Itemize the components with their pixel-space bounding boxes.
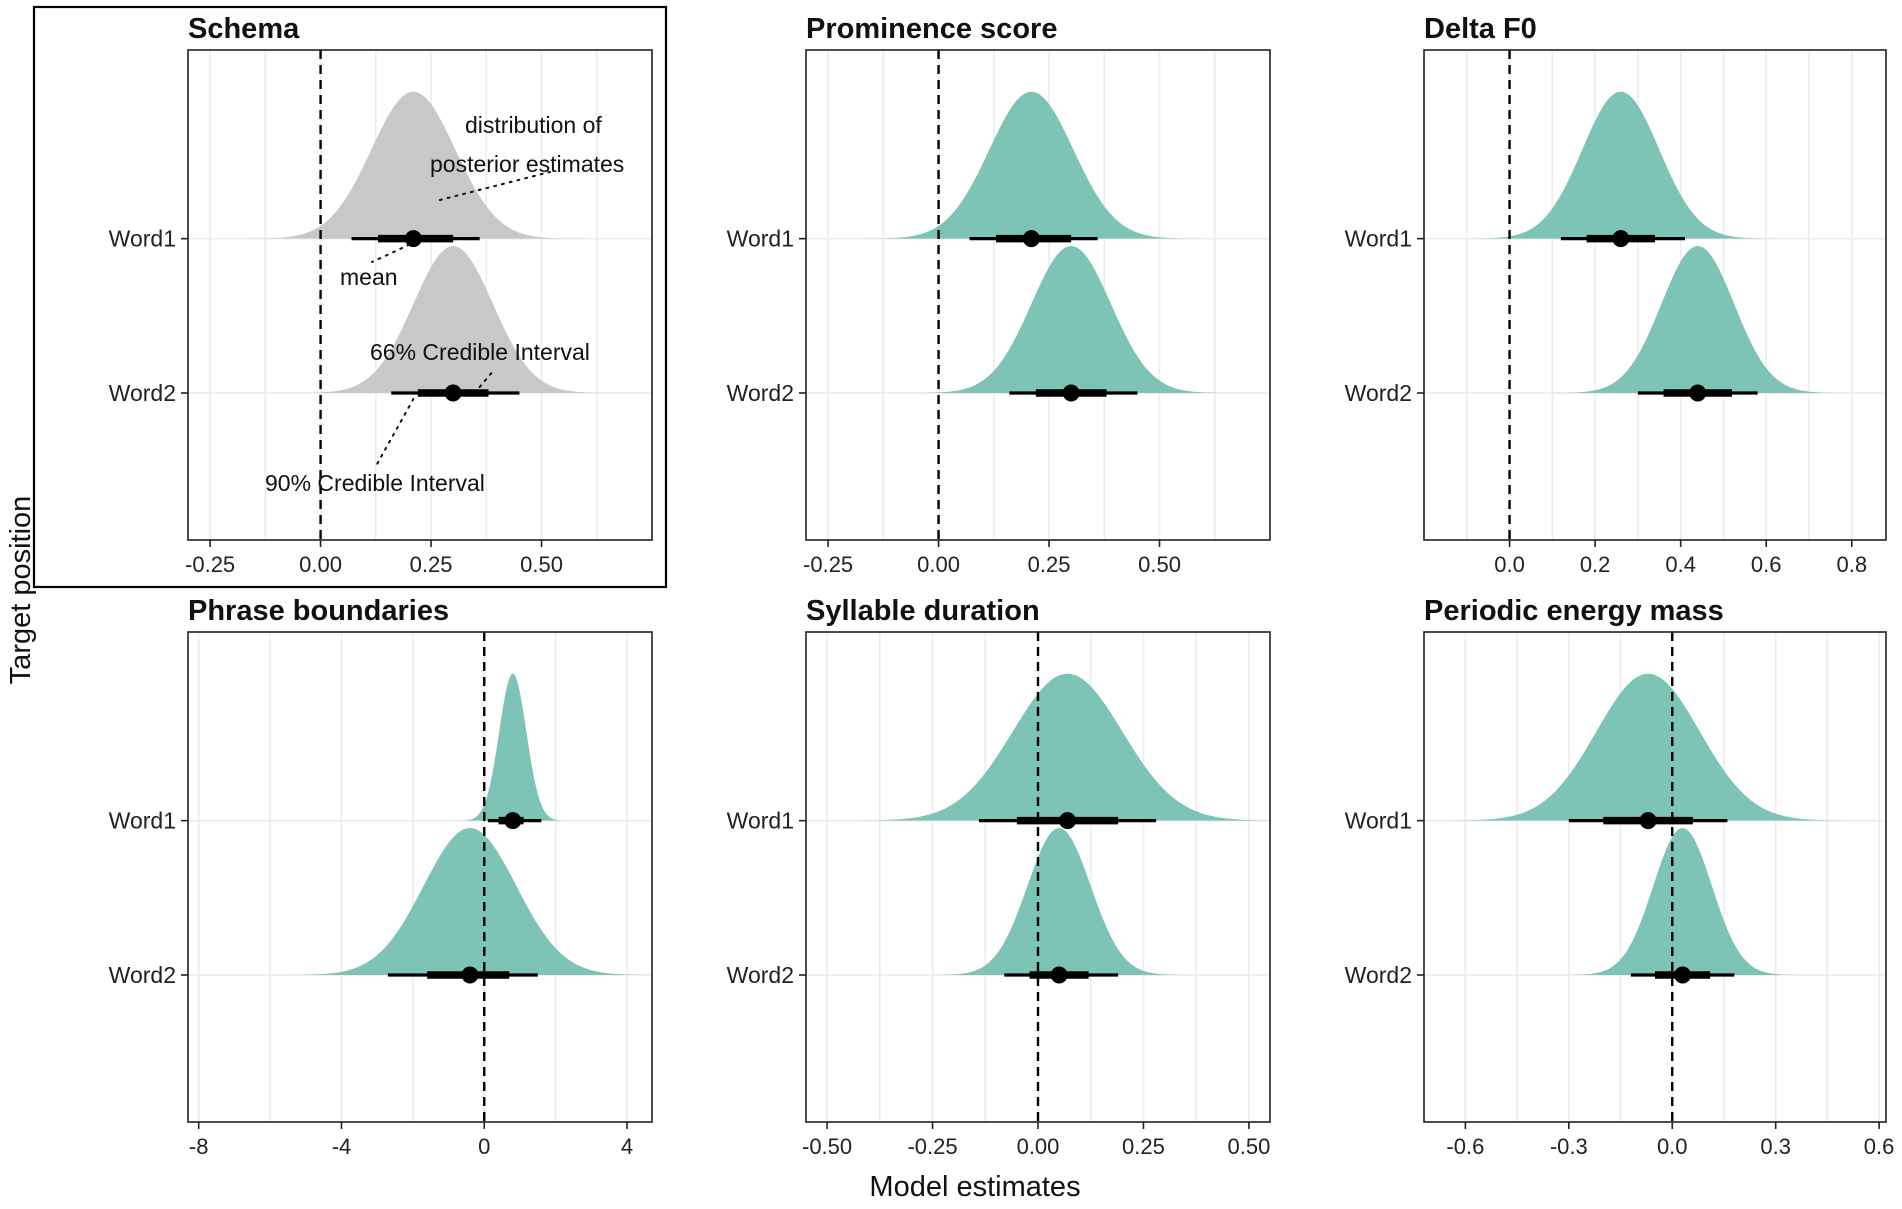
x-tick-label: 0.6 <box>1864 1134 1895 1159</box>
panel-border <box>1423 49 1887 541</box>
y-tick-label: Word1 <box>109 226 176 252</box>
density-word1 <box>837 673 1270 821</box>
mean-point-word2 <box>1674 966 1692 984</box>
density-word2 <box>1559 828 1806 975</box>
annotation-ci90: 90% Credible Interval <box>265 470 485 496</box>
mean-point-word1 <box>1639 812 1657 830</box>
panel-energy: Periodic energy mass Word1 Word2 -0.6 -0.3 0.… <box>1345 595 1895 1159</box>
density-word2 <box>286 246 621 393</box>
annotation-distribution-line1: distribution of <box>465 112 602 138</box>
y-tick-label: Word2 <box>727 962 794 988</box>
leader-distribution <box>438 171 551 201</box>
y-tick-label: Word1 <box>727 226 794 252</box>
mean-point-word2 <box>1062 384 1080 402</box>
x-tick-label: -4 <box>332 1134 352 1159</box>
mean-point-word1 <box>404 230 422 248</box>
panel-border <box>805 49 1271 541</box>
density-word2 <box>1545 246 1851 393</box>
panel-border <box>1423 631 1887 1123</box>
mean-point-word2 <box>1689 384 1707 402</box>
panel-border <box>187 631 653 1123</box>
density-word1 <box>855 91 1208 239</box>
x-tick-label: -8 <box>189 1134 209 1159</box>
annotation-ci66: 66% Credible Interval <box>370 339 590 365</box>
mean-point-word1 <box>1059 812 1077 830</box>
annotation-distribution-line2: posterior estimates <box>430 151 624 177</box>
plot-area <box>188 632 652 1122</box>
panel-title: Periodic energy mass <box>1424 595 1724 627</box>
panel-prominence: Prominence score Word1 Word2 -0.25 0.00 0.25 0… <box>727 13 1271 577</box>
y-tick-label: Word1 <box>727 808 794 834</box>
x-tick-label: 0.0 <box>1494 552 1525 577</box>
y-tick-label: Word1 <box>1345 226 1412 252</box>
density-word1 <box>1459 91 1783 239</box>
panel-title: Delta F0 <box>1424 13 1537 45</box>
y-tick-label: Word1 <box>1345 808 1412 834</box>
panel-schema: Schema Word1 Word2 -0.25 0.00 0.25 0.50 distrib… <box>32 5 668 589</box>
panel-deltaf0: Delta F0 Word1 Word2 0.0 0.2 0.4 0.6 0.8 <box>1345 13 1887 577</box>
x-tick-label: 0.00 <box>917 552 960 577</box>
x-tick-label: 0.50 <box>1227 1134 1270 1159</box>
x-tick-label: 0.2 <box>1580 552 1611 577</box>
y-tick-label: Word1 <box>109 808 176 834</box>
density-word2 <box>275 828 652 975</box>
x-tick-label: -0.3 <box>1550 1134 1588 1159</box>
x-tick-label: 0.00 <box>299 552 342 577</box>
annotation-mean: mean <box>340 264 398 290</box>
y-tick-label: Word2 <box>727 380 794 406</box>
figure-xlabel: Model estimates <box>869 1171 1080 1203</box>
density-word2 <box>904 246 1239 393</box>
x-tick-label: 0.8 <box>1836 552 1867 577</box>
x-tick-label: 0.00 <box>1017 1134 1060 1159</box>
schema-frame <box>32 5 668 589</box>
y-tick-label: Word2 <box>109 962 176 988</box>
mean-point-word1 <box>1612 230 1630 248</box>
density-word1 <box>237 91 590 239</box>
mean-point-word2 <box>1050 966 1068 984</box>
x-tick-label: -0.25 <box>907 1134 957 1159</box>
panel-title: Schema <box>188 13 300 45</box>
x-tick-label: -0.25 <box>803 552 853 577</box>
figure-ylabel: Target position <box>5 496 37 685</box>
leader-mean <box>371 243 411 263</box>
panel-syllable: Syllable duration Word1 Word2 -0.50 -0.25 0.0… <box>727 595 1271 1159</box>
x-tick-label: 0.25 <box>1028 552 1071 577</box>
x-tick-label: 0.4 <box>1665 552 1696 577</box>
density-word1 <box>1430 673 1866 821</box>
x-tick-label: 0.6 <box>1751 552 1782 577</box>
x-tick-label: 0.25 <box>410 552 453 577</box>
x-tick-label: 0.25 <box>1122 1134 1165 1159</box>
x-tick-label: 0.0 <box>1657 1134 1688 1159</box>
mean-point-word2 <box>461 966 479 984</box>
x-tick-label: -0.6 <box>1446 1134 1484 1159</box>
mean-point-word1 <box>1022 230 1040 248</box>
mean-point-word2 <box>444 384 462 402</box>
x-tick-label: -0.25 <box>185 552 235 577</box>
panel-title: Syllable duration <box>806 595 1040 627</box>
x-tick-label: 0 <box>478 1134 490 1159</box>
plot-area <box>1424 50 1886 540</box>
panel-title: Prominence score <box>806 13 1057 45</box>
density-word2 <box>926 828 1192 975</box>
mean-point-word1 <box>504 812 522 830</box>
density-word1 <box>455 673 570 821</box>
x-tick-label: -0.50 <box>802 1134 852 1159</box>
y-tick-label: Word2 <box>1345 380 1412 406</box>
panel-phrase: Phrase boundaries Word1 Word2 -8 -4 0 4 <box>109 595 653 1159</box>
y-tick-label: Word2 <box>109 380 176 406</box>
leader-ci90 <box>375 398 415 467</box>
y-tick-label: Word2 <box>1345 962 1412 988</box>
leader-ci66 <box>478 369 495 388</box>
x-tick-label: 0.50 <box>520 552 563 577</box>
panel-title: Phrase boundaries <box>188 595 449 627</box>
schema-annotations: distribution of posterior estimates mean 66… <box>265 112 624 496</box>
x-tick-label: 0.50 <box>1138 552 1181 577</box>
x-tick-label: 0.3 <box>1760 1134 1791 1159</box>
x-tick-label: 4 <box>621 1134 633 1159</box>
panel-border <box>187 49 653 541</box>
